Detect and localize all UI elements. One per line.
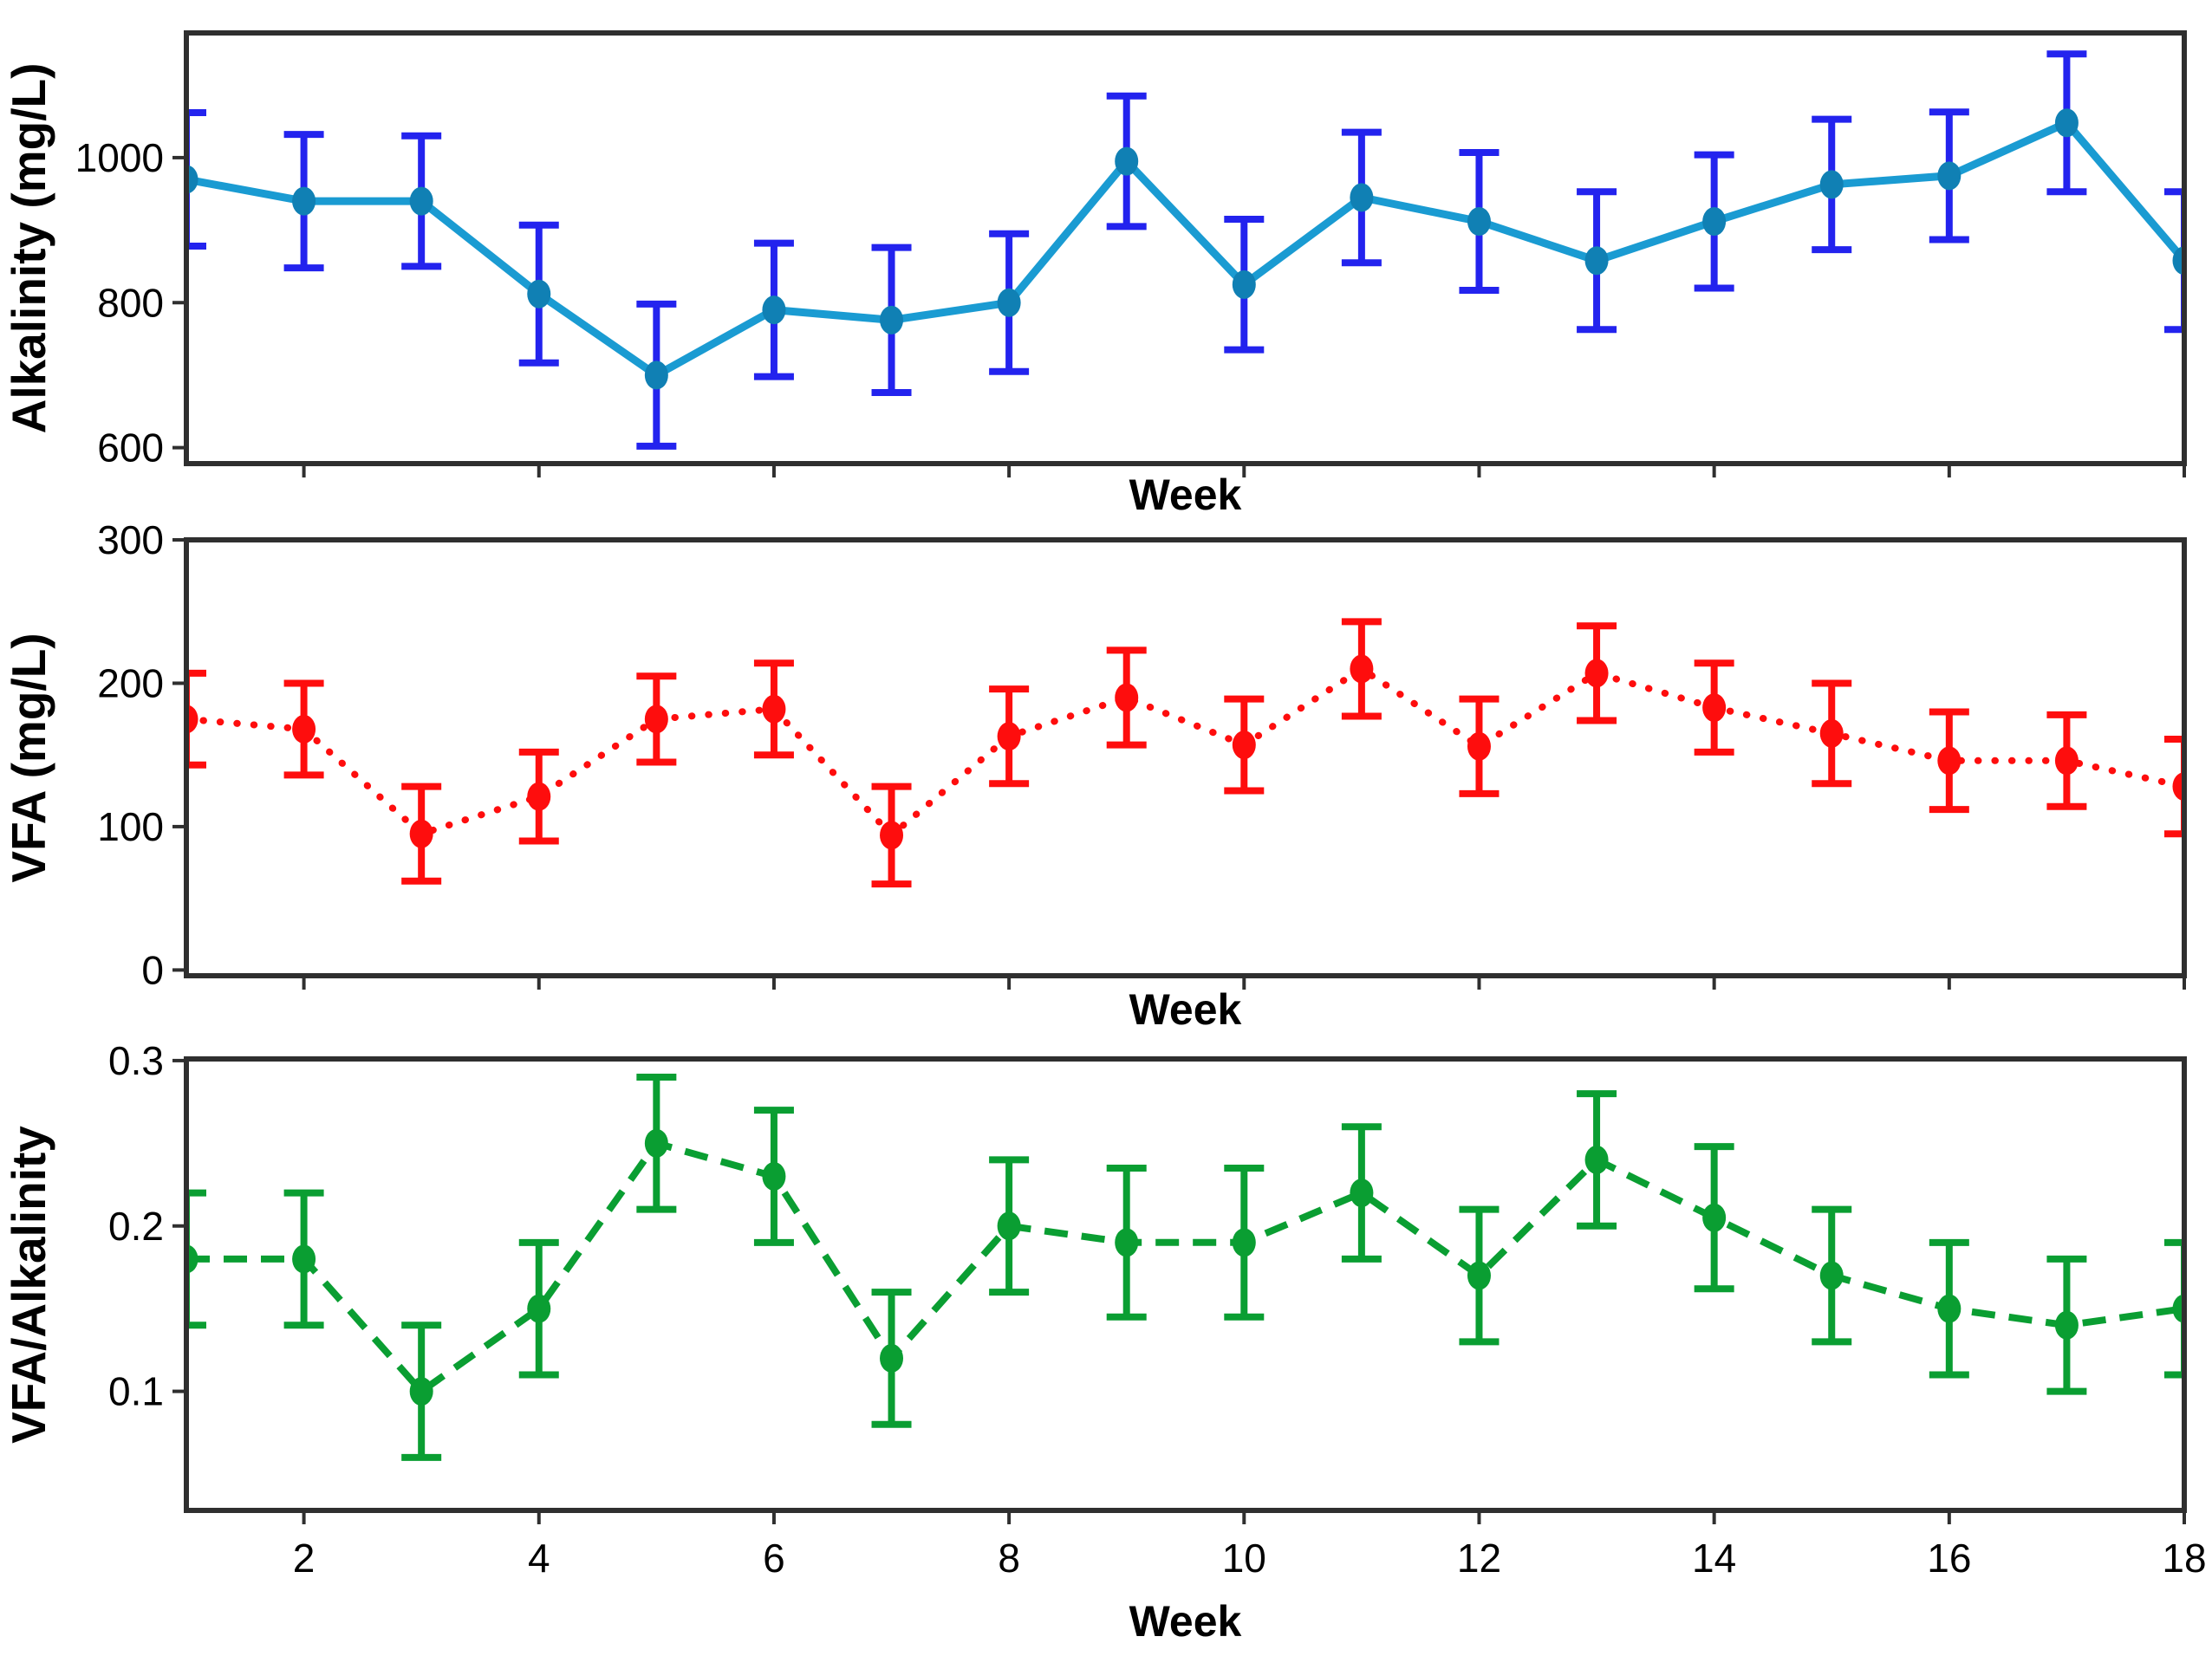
data-point-marker (2172, 1294, 2184, 1323)
y-tick-label: 0.3 (108, 1038, 164, 1083)
data-point-marker (762, 694, 786, 724)
vfa-alkalinity-ratio-error-bars (186, 1073, 2184, 1461)
x-tick-label: 12 (1457, 1536, 1501, 1581)
data-point-marker (997, 1211, 1021, 1241)
y-tick-label: 300 (97, 517, 164, 562)
vfa-error-bars (186, 618, 2184, 888)
data-point-marker (1702, 1203, 1727, 1232)
data-point-marker (409, 819, 433, 848)
data-point-marker (1584, 246, 1609, 276)
y-tick-label: 100 (97, 804, 164, 849)
data-point-marker (292, 714, 316, 744)
y-axis-label-alkalinity: Alkalinity (mg/L) (2, 63, 55, 434)
plot-border (184, 537, 2187, 978)
data-point-marker (527, 782, 551, 811)
data-layer-vfa-alkalinity-ratio (186, 1073, 2184, 1461)
y-axis-label-vfa: VFA (mg/L) (2, 633, 55, 882)
alkalinity-line (186, 118, 2184, 380)
data-point-marker (292, 186, 316, 216)
plot-border (184, 1056, 2187, 1513)
data-point-marker (880, 821, 904, 850)
data-point-marker (1702, 693, 1727, 723)
x-tick-label: 8 (998, 1536, 1020, 1581)
vfa-alkalinity-ratio-line (186, 1139, 2184, 1396)
x-tick-label: 18 (2162, 1536, 2206, 1581)
y-tick-label: 1000 (75, 135, 164, 180)
data-point-marker (1467, 207, 1491, 237)
vfa-alkalinity-ratio-markers (186, 1128, 2184, 1406)
plot-area (186, 540, 2184, 976)
subplot-alkalinity: 600 800 1000 Alkalinity (mg/L) Week (2, 30, 2187, 519)
data-point-marker (1937, 746, 1962, 776)
data-point-marker (762, 295, 786, 325)
y-tick-label: 0.1 (108, 1369, 164, 1414)
plot-area (186, 1059, 2184, 1510)
data-point-marker (186, 165, 198, 194)
subplot-vfa-alkalinity-ratio: 0.1 0.2 0.3 2 4 6 8 10 12 14 16 18 VFA/Alkalinity Wee… (2, 1038, 2207, 1646)
y-tick-label: 600 (97, 425, 164, 471)
data-point-marker (409, 1377, 433, 1406)
data-point-marker (186, 705, 198, 734)
data-point-marker (2054, 1310, 2079, 1340)
data-layer-vfa (186, 618, 2184, 888)
data-point-marker (1467, 731, 1491, 761)
data-point-marker (409, 186, 433, 216)
y-tick-label: 800 (97, 280, 164, 325)
data-point-marker (2054, 746, 2079, 776)
data-point-marker (1350, 654, 1374, 684)
data-point-marker (1584, 1145, 1609, 1174)
x-tick-label: 4 (528, 1536, 550, 1581)
x-tick-label: 2 (293, 1536, 316, 1581)
x-tick-label: 10 (1222, 1536, 1266, 1581)
y-tick-label: 200 (97, 660, 164, 705)
x-axis-label-vfa-alkalinity-ratio: Week (1129, 1597, 1242, 1646)
data-point-marker (1350, 183, 1374, 212)
data-point-marker (1467, 1261, 1491, 1290)
data-point-marker (1937, 161, 1962, 191)
x-axis-label-alkalinity: Week (1129, 471, 1242, 519)
data-point-marker (1350, 1179, 1374, 1208)
data-point-marker (1819, 1261, 1844, 1290)
data-point-marker (1702, 207, 1727, 237)
y-tick-label: 0.2 (108, 1204, 164, 1249)
data-point-marker (1115, 146, 1139, 176)
data-point-marker (762, 1161, 786, 1191)
data-point-marker (880, 305, 904, 334)
alkalinity-markers (186, 108, 2184, 390)
data-point-marker (1115, 1228, 1139, 1257)
x-tick-label: 6 (763, 1536, 785, 1581)
data-point-marker (1232, 731, 1256, 760)
y-axis-label-vfa-alkalinity-ratio: VFA/Alkalinity (2, 1126, 55, 1444)
data-point-marker (1232, 270, 1256, 299)
data-point-marker (1584, 659, 1609, 688)
x-tick-label: 14 (1692, 1536, 1736, 1581)
plot-border (184, 30, 2187, 466)
vfa-markers (186, 654, 2184, 850)
data-point-marker (880, 1343, 904, 1373)
data-point-marker (997, 288, 1021, 317)
x-tick-label: 16 (1927, 1536, 1971, 1581)
subplot-vfa: 0 100 200 300 VFA (mg/L) Week (2, 517, 2187, 1034)
data-layer-alkalinity (186, 50, 2184, 450)
data-point-marker (292, 1244, 316, 1274)
data-point-marker (2172, 772, 2184, 802)
data-point-marker (644, 360, 668, 390)
data-point-marker (1937, 1294, 1962, 1323)
data-point-marker (2172, 246, 2184, 276)
data-point-marker (527, 1294, 551, 1323)
data-point-marker (186, 1244, 198, 1274)
data-point-marker (644, 1128, 668, 1158)
data-point-marker (2054, 108, 2079, 138)
data-point-marker (1232, 1228, 1256, 1257)
data-point-marker (1115, 683, 1139, 712)
data-point-marker (1819, 170, 1844, 199)
x-axis-label-vfa: Week (1129, 985, 1242, 1034)
data-point-marker (997, 722, 1021, 751)
data-point-marker (527, 279, 551, 308)
data-point-marker (644, 705, 668, 734)
y-tick-label: 0 (141, 947, 164, 992)
data-point-marker (1819, 718, 1844, 748)
